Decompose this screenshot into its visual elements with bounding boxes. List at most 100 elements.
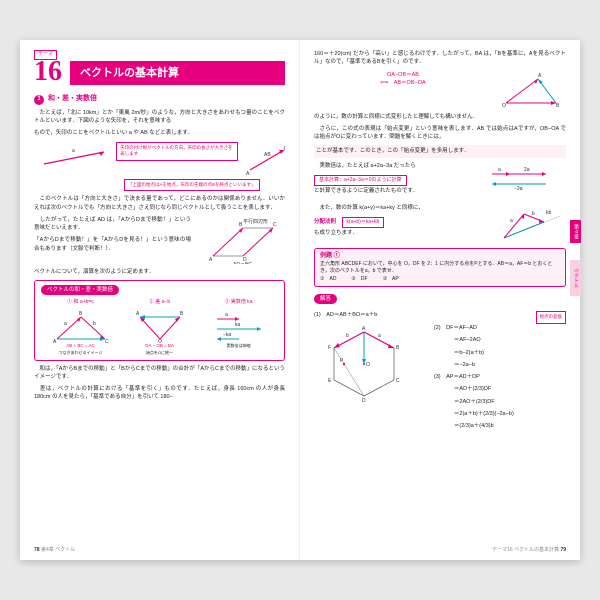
- svg-text:D: D: [362, 398, 366, 404]
- figure-scalar-eq: 実数倍は，たとえば a+2a−3a だったら 基本計算：a+2a−3a＝0のよう…: [314, 162, 566, 200]
- rule-title: ベクトルの和・差・実数倍: [41, 285, 119, 295]
- svg-text:2a: 2a: [524, 167, 530, 173]
- distrib-label: 分配法則: [314, 219, 336, 225]
- paragraph: したがって，たとえば AD は，「AからDまで移動！」という意味だといえます．: [34, 216, 191, 233]
- rule-caption: ② 差 a−b: [130, 299, 190, 307]
- figure-distrib: また，数の計算 k(a+y)＝ka+ky と同様に， 分配法則 k(a+b)＝k…: [314, 204, 566, 244]
- rule-scalar: ③ 実数倍 ka a ka −ka 実数倍は伸縮: [209, 299, 269, 355]
- paragraph: 実数倍は，たとえば a+2a−3a だったら: [314, 162, 482, 170]
- paragraph: たとえば，「北に 10km」とか「東風 2m/秒」のような，方向と大きさをあわせ…: [34, 109, 285, 126]
- paragraph: 「AからDまで移動！」を「AからDを見る！」という意味の場合もあります（文脈で判…: [34, 236, 191, 253]
- svg-text:平行四辺形: 平行四辺形: [243, 218, 268, 225]
- svg-text:A: A: [362, 326, 366, 332]
- svg-text:a: a: [225, 312, 228, 318]
- svg-text:O: O: [502, 103, 506, 109]
- svg-text:B: B: [396, 345, 400, 351]
- left-page: テーマ 16 ベクトルの基本計算 1 和・差・実数倍 たとえば，「北に 10km…: [20, 40, 300, 560]
- vector-ab-diagram: A B AB: [242, 142, 285, 177]
- footer-right: テーマ16 ベクトルの基本計算 79: [492, 547, 566, 555]
- page-spread: テーマ 16 ベクトルの基本計算 1 和・差・実数倍 たとえば，「北に 10km…: [20, 40, 580, 560]
- distrib-eq: k(a+b)＝ka+kb: [342, 217, 385, 229]
- triangle-oab-diagram: O A B: [496, 71, 566, 109]
- svg-text:C: C: [396, 378, 400, 384]
- footer-chapter: 第4章 ベクトル: [41, 547, 75, 553]
- example-text: 正六角形 ABCDEF において，中心を O，DF を 2：1 に内分する点をP…: [320, 261, 560, 276]
- equation: OA−OB＝AB: [314, 71, 492, 79]
- svg-text:−3a: −3a: [514, 186, 523, 192]
- rule-sum: ① 和 a+b=c A B C a b AB + BC =: [51, 299, 111, 355]
- svg-text:AD＝BC: AD＝BC: [233, 262, 252, 264]
- right-page: 160＝＋20(cm) だから「高い」と感じるわけです．したがって，BA は，「…: [300, 40, 580, 560]
- svg-text:b: b: [346, 333, 349, 339]
- footer-left: 78 第4章 ベクトル: [34, 547, 75, 555]
- figure-diff-eq: OA−OB＝AB ⟺ AB＝OB−OA O A B: [314, 71, 566, 109]
- parallelogram-diagram: 平行四辺形 A D B C AD＝BC: [195, 216, 285, 264]
- section-title: 和・差・実数倍: [48, 94, 97, 105]
- rule-row: ① 和 a+b=c A B C a b AB + BC =: [41, 299, 278, 355]
- paragraph: 和は，「AからBまでの移動」と「BからCまでの移動」の合計が「AからCまでの移動…: [34, 365, 285, 382]
- solution-line: ＝2(a＋b)＋(2/3)(−2a−b): [434, 410, 566, 418]
- footer-theme: テーマ16 ベクトルの基本計算: [492, 547, 559, 553]
- paragraph: このベクトルは「方向と大きさ」で決まる量であって，どこにあるのかは関係ありません…: [34, 195, 285, 212]
- svg-text:ka: ka: [235, 322, 241, 328]
- solution-line: ＝b−2(a＋b): [434, 349, 566, 357]
- chapter-tab: 第４章: [570, 220, 582, 243]
- rule-note: 実数倍は伸縮: [209, 343, 269, 349]
- paragraph: さらに，この式の表現は「始点変更」という意味を表します．AB では始点はAですが…: [314, 125, 566, 142]
- theme-number-box: テーマ 16: [34, 50, 62, 86]
- figure-vector-intro: a 矢印の付け根がベクトルの方向，矢印の長さが大きさを表します A B AB: [34, 142, 285, 177]
- solution-line: (2) DF＝AF−AD: [434, 324, 566, 332]
- paragraph: もので，矢印のことをベクトルといい a や AB などと表します．: [34, 129, 285, 137]
- svg-text:B: B: [556, 103, 560, 109]
- figure-parallelogram: したがって，たとえば AD は，「AからDまで移動！」という意味だといえます． …: [34, 216, 285, 264]
- paragraph: も成り立ちます．: [314, 229, 492, 237]
- callout-box: 矢印の付け根がベクトルの方向，矢印の長さが大きさを表します: [116, 142, 237, 162]
- svg-text:kb: kb: [546, 210, 552, 216]
- solution-line: ＝AF−2AO: [434, 336, 566, 344]
- solution-line: (1) AD＝AB＋BO＝a＋b: [314, 311, 430, 319]
- svg-text:O: O: [366, 362, 370, 368]
- rule-eq: OA − OB = BA: [130, 343, 190, 350]
- rule-eq: AB + BC = AC: [51, 343, 111, 350]
- diff-diagram: O A B: [130, 309, 190, 343]
- page-number: 79: [560, 547, 566, 553]
- svg-text:C: C: [273, 222, 277, 228]
- rule-diff: ② 差 a−b O A B OA − OB = BA 始点をOに統一: [130, 299, 190, 355]
- rule-caption: ① 和 a+b=c: [51, 299, 111, 307]
- rule-note: つなぎあわせるイメージ: [51, 350, 111, 356]
- solution-row: (1) AD＝AB＋BO＝a＋b A B C D E F O: [314, 311, 566, 434]
- svg-text:B: B: [180, 311, 184, 317]
- example-label: 例題 ①: [320, 252, 560, 261]
- svg-text:a: a: [510, 218, 513, 224]
- svg-text:A: A: [246, 171, 250, 177]
- vector-arrow-a-diagram: a: [34, 142, 112, 172]
- paragraph: のように，数の計算と同様に式変形したと理解しても構いません．: [314, 113, 566, 121]
- chapter-label: ベクトル: [570, 260, 582, 296]
- svg-text:B: B: [79, 311, 83, 317]
- page-number: 78: [34, 547, 40, 553]
- svg-text:b: b: [93, 321, 96, 327]
- svg-text:B: B: [284, 146, 285, 152]
- svg-text:a: a: [378, 333, 381, 339]
- rule-box: ベクトルの和・差・実数倍 ① 和 a+b=c A B C a: [34, 280, 285, 361]
- section-number: 1: [34, 95, 44, 105]
- sum-diagram: A B C a b: [51, 309, 111, 343]
- solution-line: ＝AD＋(2/3)DF: [434, 385, 566, 393]
- boxed-equation: 基本計算：a+2a−3a＝0のように計算: [314, 175, 407, 187]
- svg-text:A: A: [538, 73, 542, 79]
- paragraph: ベクトルについて，演算を次のように定めます．: [34, 268, 285, 276]
- svg-text:A: A: [136, 311, 140, 317]
- tinted-note: ことが基本です．このとき，この「始点変更」を多用します．: [314, 145, 566, 157]
- solution-line: (3) AP＝AD＋DP: [434, 373, 566, 381]
- svg-text:A: A: [209, 257, 213, 263]
- distrib-diagram: a b kb: [496, 204, 566, 244]
- theme-title: ベクトルの基本計算: [70, 61, 285, 86]
- svg-text:−ka: −ka: [223, 332, 231, 338]
- solution-line: ＝(2/3)a＋(4/3)b: [434, 422, 566, 430]
- scalar-diagram: a ka −ka: [209, 309, 269, 343]
- paragraph: また，数の計算 k(a+y)＝ka+ky と同様に，: [314, 204, 492, 212]
- svg-text:F: F: [328, 345, 331, 351]
- example-items: ① AD ② DF ③ AP: [320, 276, 560, 284]
- svg-text:b: b: [532, 211, 535, 217]
- solution-label: 解答: [314, 294, 337, 304]
